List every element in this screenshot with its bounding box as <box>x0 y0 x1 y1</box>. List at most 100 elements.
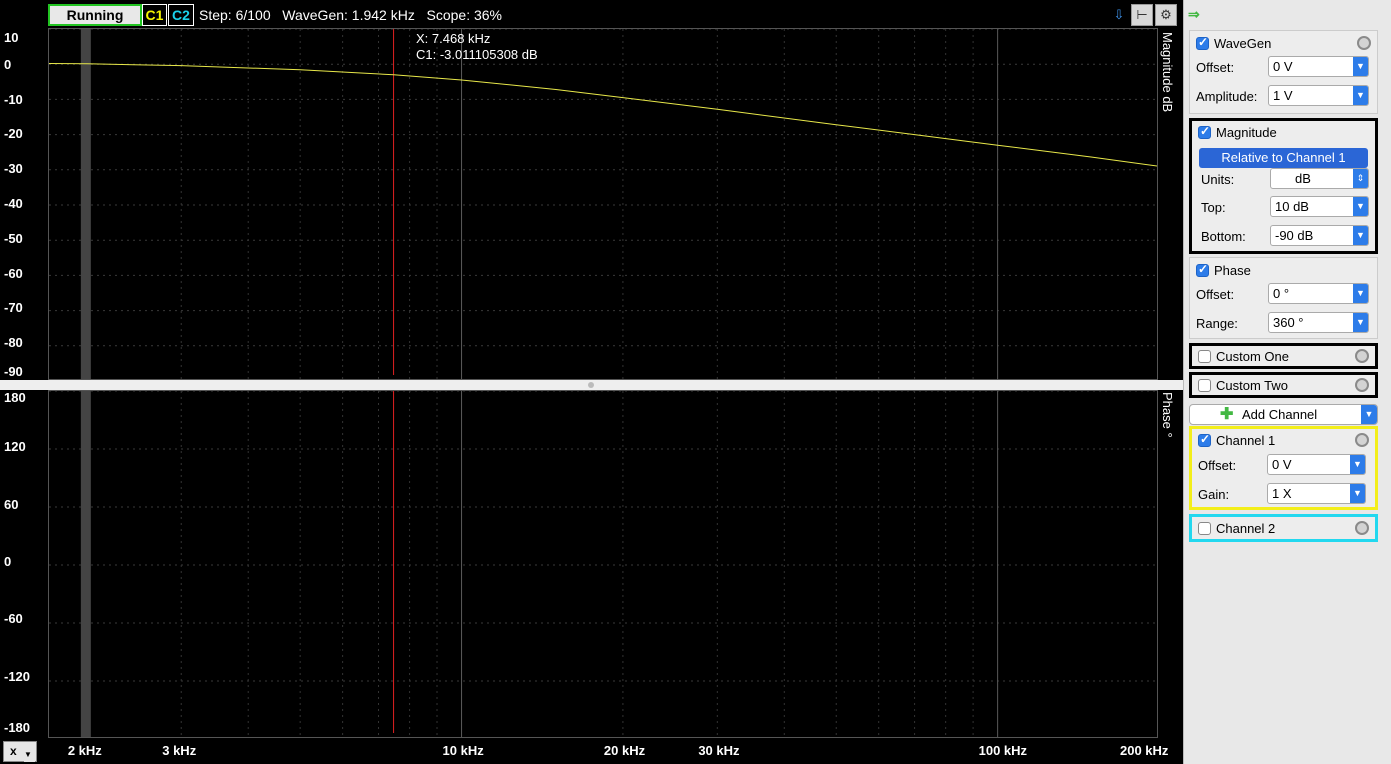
wavegen-section: WaveGen Offset: 0 V ▼ Amplitude: 1 V ▼ <box>1189 30 1378 114</box>
cursor-tool-icon[interactable]: ⊢ <box>1131 4 1153 26</box>
magnitude-bottom-select[interactable]: -90 dB ▼ <box>1270 225 1369 246</box>
settings-panel: ⇒ WaveGen Offset: 0 V ▼ Amplitude: 1 V ▼ M… <box>1183 0 1391 764</box>
run-state-button[interactable]: Running <box>48 4 142 26</box>
magnitude-top-select[interactable]: 10 dB ▼ <box>1270 196 1369 217</box>
phase-y-tick-label: 120 <box>4 439 26 455</box>
phase-title: Phase <box>1214 263 1251 278</box>
channel2-header[interactable]: Channel 2 <box>1198 521 1275 536</box>
plus-icon: ✚ <box>1220 406 1234 423</box>
magnitude-units-label: Units: <box>1201 172 1235 187</box>
magnitude-top-value: 10 dB <box>1275 199 1309 214</box>
magnitude-y-tick-label: -60 <box>4 265 23 281</box>
phase-header[interactable]: Phase <box>1196 262 1251 278</box>
acquisition-info: Step: 6/100 WaveGen: 1.942 kHz Scope: 36… <box>199 7 502 23</box>
channel1-gain-value: 1 X <box>1272 486 1292 501</box>
channel1-gear-icon[interactable] <box>1355 433 1369 447</box>
channel2-toggle[interactable]: C2 <box>168 4 194 26</box>
custom-two-header[interactable]: Custom Two <box>1198 378 1288 393</box>
phase-axis-title: Phase ° <box>1160 392 1175 438</box>
magnitude-plot[interactable]: X: 7.468 kHz C1: -3.011105308 dB <box>48 28 1158 380</box>
magnitude-y-tick-label: 0 <box>4 56 12 72</box>
channel1-checkbox[interactable] <box>1198 432 1211 447</box>
magnitude-y-tick-label: -30 <box>4 161 23 177</box>
channel1-gain-label: Gain: <box>1198 487 1230 502</box>
channel1-header[interactable]: Channel 1 <box>1198 432 1276 448</box>
chevron-down-icon: ▼ <box>1353 226 1368 245</box>
magnitude-y-tick-label: -70 <box>4 300 23 316</box>
x-tick-label: 20 kHz <box>603 743 646 758</box>
x-tick-label: 30 kHz <box>698 743 740 758</box>
collapse-panel-arrow-icon[interactable]: ⇒ <box>1188 6 1200 22</box>
channel1-gain-select[interactable]: 1 X ▼ <box>1267 483 1366 504</box>
phase-checkbox[interactable] <box>1196 262 1209 277</box>
wavegen-amplitude-select[interactable]: 1 V ▼ <box>1268 85 1369 106</box>
custom-one-gear-icon[interactable] <box>1355 349 1369 363</box>
channel2-title: Channel 2 <box>1216 521 1276 536</box>
custom-one-section: Custom One <box>1189 343 1378 369</box>
chevron-down-icon: ▼ <box>1353 313 1368 332</box>
channel2-gear-icon[interactable] <box>1355 521 1369 535</box>
x-axis-selector[interactable]: x ▼ <box>3 741 37 762</box>
plot-splitter[interactable] <box>0 380 1183 390</box>
splitter-handle[interactable] <box>588 382 594 388</box>
x-axis-selector-value: x <box>10 744 17 758</box>
wavegen-amplitude-value: 1 V <box>1273 88 1293 103</box>
export-icon[interactable]: ⇩ <box>1108 4 1130 26</box>
wavegen-offset-value: 0 V <box>1273 59 1293 74</box>
add-channel-button[interactable]: ✚ Add Channel ▼ <box>1189 404 1378 425</box>
custom-one-checkbox[interactable] <box>1198 350 1211 363</box>
phase-offset-select[interactable]: 0 ° ▼ <box>1268 283 1369 304</box>
chevron-down-icon: ▼ <box>1353 86 1368 105</box>
wavegen-title: WaveGen <box>1214 36 1272 51</box>
magnitude-section: Magnitude Relative to Channel 1 Units: d… <box>1189 118 1378 254</box>
phase-range-select[interactable]: 360 ° ▼ <box>1268 312 1369 333</box>
magnitude-y-tick-label: 10 <box>4 30 19 45</box>
phase-offset-label: Offset: <box>1196 287 1235 302</box>
phase-y-tick-label: -60 <box>4 611 23 627</box>
chevron-down-icon: ▼ <box>1353 197 1368 216</box>
magnitude-bottom-value: -90 dB <box>1275 228 1314 243</box>
channel1-offset-select[interactable]: 0 V ▼ <box>1267 454 1366 475</box>
wavegen-offset-select[interactable]: 0 V ▼ <box>1268 56 1369 77</box>
magnitude-bottom-label: Bottom: <box>1201 229 1246 244</box>
custom-one-header[interactable]: Custom One <box>1198 349 1289 364</box>
magnitude-units-select[interactable]: dB ⇕ <box>1270 168 1369 189</box>
phase-offset-value: 0 ° <box>1273 286 1290 301</box>
magnitude-y-tick-label: -20 <box>4 126 23 142</box>
custom-one-title: Custom One <box>1216 349 1289 364</box>
x-tick-label: 2 kHz <box>67 743 102 758</box>
chevron-down-icon: ▼ <box>1353 284 1368 303</box>
wavegen-header[interactable]: WaveGen <box>1196 35 1272 51</box>
relative-to-channel1-button[interactable]: Relative to Channel 1 <box>1199 148 1368 168</box>
custom-two-gear-icon[interactable] <box>1355 378 1369 392</box>
magnitude-units-value: dB <box>1295 171 1311 186</box>
channel1-title: Channel 1 <box>1216 433 1276 448</box>
cursor-c1-readout: C1: -3.011105308 dB <box>416 47 538 62</box>
magnitude-y-tick-label: -80 <box>4 335 23 351</box>
channel1-toggle[interactable]: C1 <box>142 4 167 26</box>
x-tick-label: 10 kHz <box>442 743 484 758</box>
phase-y-tick-label: 180 <box>4 390 26 405</box>
channel2-checkbox[interactable] <box>1198 522 1211 535</box>
channel1-offset-label: Offset: <box>1198 458 1237 473</box>
phase-plot-canvas <box>49 391 1157 737</box>
wavegen-amplitude-label: Amplitude: <box>1196 89 1258 104</box>
settings-gear-icon[interactable]: ⚙ <box>1155 4 1177 26</box>
wavegen-gear-icon[interactable] <box>1357 36 1371 50</box>
phase-plot[interactable] <box>48 390 1158 738</box>
phase-y-tick-label: -180 <box>4 720 31 735</box>
custom-two-title: Custom Two <box>1216 378 1289 393</box>
magnitude-checkbox[interactable] <box>1198 124 1211 139</box>
phase-section: Phase Offset: 0 ° ▼ Range: 360 ° ▼ <box>1189 257 1378 339</box>
x-axis-bar <box>0 738 1183 764</box>
phase-range-value: 360 ° <box>1273 315 1304 330</box>
chevron-down-icon: ▼ <box>1350 455 1365 474</box>
custom-two-section: Custom Two <box>1189 372 1378 398</box>
chevron-down-icon: ▼ <box>1350 484 1365 503</box>
chevron-down-icon: ▼ <box>1353 57 1368 76</box>
wavegen-checkbox[interactable] <box>1196 35 1209 50</box>
custom-two-checkbox[interactable] <box>1198 379 1211 392</box>
magnitude-header[interactable]: Magnitude <box>1198 124 1277 140</box>
status-bar: Running C1 C2 Step: 6/100 WaveGen: 1.942… <box>0 0 1183 28</box>
